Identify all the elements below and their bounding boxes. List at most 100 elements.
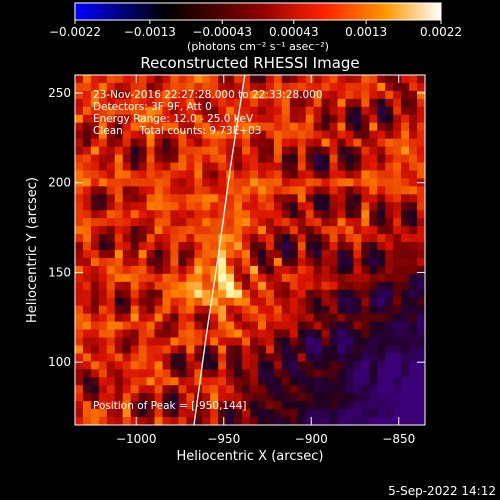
heatmap-cell	[273, 305, 283, 314]
heatmap-cell	[377, 154, 386, 163]
heatmap-cell	[178, 377, 187, 386]
heatmap-cell	[178, 313, 187, 322]
heatmap-cell	[226, 329, 235, 338]
heatmap-cell	[321, 138, 330, 147]
heatmap-cell	[82, 401, 92, 410]
heatmap-cell	[202, 409, 211, 418]
heatmap-cell	[257, 218, 267, 227]
heatmap-cell	[138, 234, 147, 243]
heatmap-cell	[210, 130, 219, 139]
heatmap-cell	[361, 146, 370, 155]
heatmap-cell	[369, 194, 378, 203]
heatmap-cell	[170, 138, 179, 147]
heatmap-cell	[130, 297, 139, 306]
heatmap-cell	[170, 162, 179, 171]
heatmap-cell	[90, 114, 100, 124]
heatmap-cell	[353, 321, 362, 330]
heatmap-cell	[154, 313, 163, 322]
heatmap-cell	[361, 297, 370, 306]
heatmap-cell	[361, 401, 370, 410]
heatmap-cell	[75, 162, 84, 171]
heatmap-cell	[385, 218, 394, 227]
plot-frame	[74, 74, 426, 426]
heatmap-cell	[321, 82, 330, 92]
heatmap-cell	[162, 337, 171, 346]
heatmap-cell	[162, 154, 171, 163]
heatmap-cell	[257, 154, 267, 163]
heatmap-cell	[106, 90, 116, 100]
heatmap-cell	[265, 297, 275, 306]
heatmap-cell	[250, 297, 259, 306]
heatmap-cell	[385, 130, 394, 139]
heatmap-cell	[178, 130, 187, 139]
heatmap-cell	[353, 234, 362, 243]
heatmap-cell	[162, 130, 171, 139]
heatmap-cell	[242, 250, 251, 259]
heatmap-cell	[242, 138, 251, 147]
heatmap-cell	[289, 321, 299, 330]
heatmap-cell	[289, 234, 299, 243]
heatmap-cell	[138, 289, 147, 299]
heatmap-cell	[281, 242, 291, 251]
heatmap-cell	[401, 122, 410, 131]
heatmap-cell	[313, 138, 322, 147]
heatmap-cell	[345, 90, 354, 100]
heatmap-cell	[369, 138, 378, 147]
heatmap-cell	[409, 409, 418, 418]
heatmap-cell	[273, 234, 283, 243]
heatmap-cell	[297, 194, 306, 203]
heatmap-cell	[82, 385, 92, 394]
heatmap-cell	[162, 178, 171, 187]
heatmap-cell	[321, 178, 330, 187]
heatmap-cell	[82, 90, 92, 100]
heatmap-cell	[417, 138, 425, 147]
heatmap-cell	[353, 122, 362, 131]
heatmap-cell	[130, 409, 139, 418]
heatmap-cell	[162, 409, 171, 418]
heatmap-cell	[409, 234, 418, 243]
heatmap-cell	[250, 289, 259, 299]
heatmap-cell	[305, 114, 314, 124]
heatmap-cell	[98, 321, 108, 330]
heatmap-cell	[329, 210, 338, 219]
heatmap-cell	[242, 146, 251, 155]
heatmap-cell	[313, 369, 322, 378]
heatmap-cell	[98, 170, 108, 179]
heatmap-cell	[321, 321, 330, 330]
heatmap-cell	[289, 250, 299, 259]
heatmap-cell	[305, 337, 314, 346]
heatmap-cell	[409, 75, 418, 84]
heatmap-cell	[75, 194, 84, 203]
heatmap-cell	[98, 273, 108, 283]
heatmap-cell	[178, 242, 187, 251]
heatmap-cell	[162, 210, 171, 219]
heatmap-cell	[329, 305, 338, 314]
heatmap-cell	[409, 146, 418, 155]
heatmap-cell	[114, 265, 124, 275]
heatmap-cell	[337, 385, 346, 394]
heatmap-cell	[178, 369, 187, 378]
heatmap-cell	[90, 82, 100, 92]
heatmap-cell	[393, 305, 402, 314]
heatmap-cell	[273, 130, 283, 139]
heatmap-cell	[186, 162, 195, 171]
heatmap-cell	[409, 265, 418, 275]
heatmap-cell	[122, 106, 131, 116]
heatmap-cell	[401, 273, 410, 283]
heatmap-cell	[329, 90, 338, 100]
heatmap-cell	[178, 75, 187, 84]
heatmap-cell	[146, 385, 155, 394]
heatmap-cell	[82, 409, 92, 418]
heatmap-cell	[369, 202, 378, 211]
heatmap-cell	[353, 265, 362, 275]
heatmap-cell	[202, 178, 211, 187]
heatmap-cell	[194, 154, 203, 163]
heatmap-cell	[250, 98, 259, 108]
heatmap-cell	[369, 154, 378, 163]
heatmap-cell	[75, 393, 84, 402]
heatmap-cell	[234, 146, 243, 155]
heatmap-cell	[194, 321, 203, 330]
heatmap-cell	[234, 162, 243, 171]
heatmap-cell	[297, 393, 306, 402]
heatmap-cell	[242, 305, 251, 314]
